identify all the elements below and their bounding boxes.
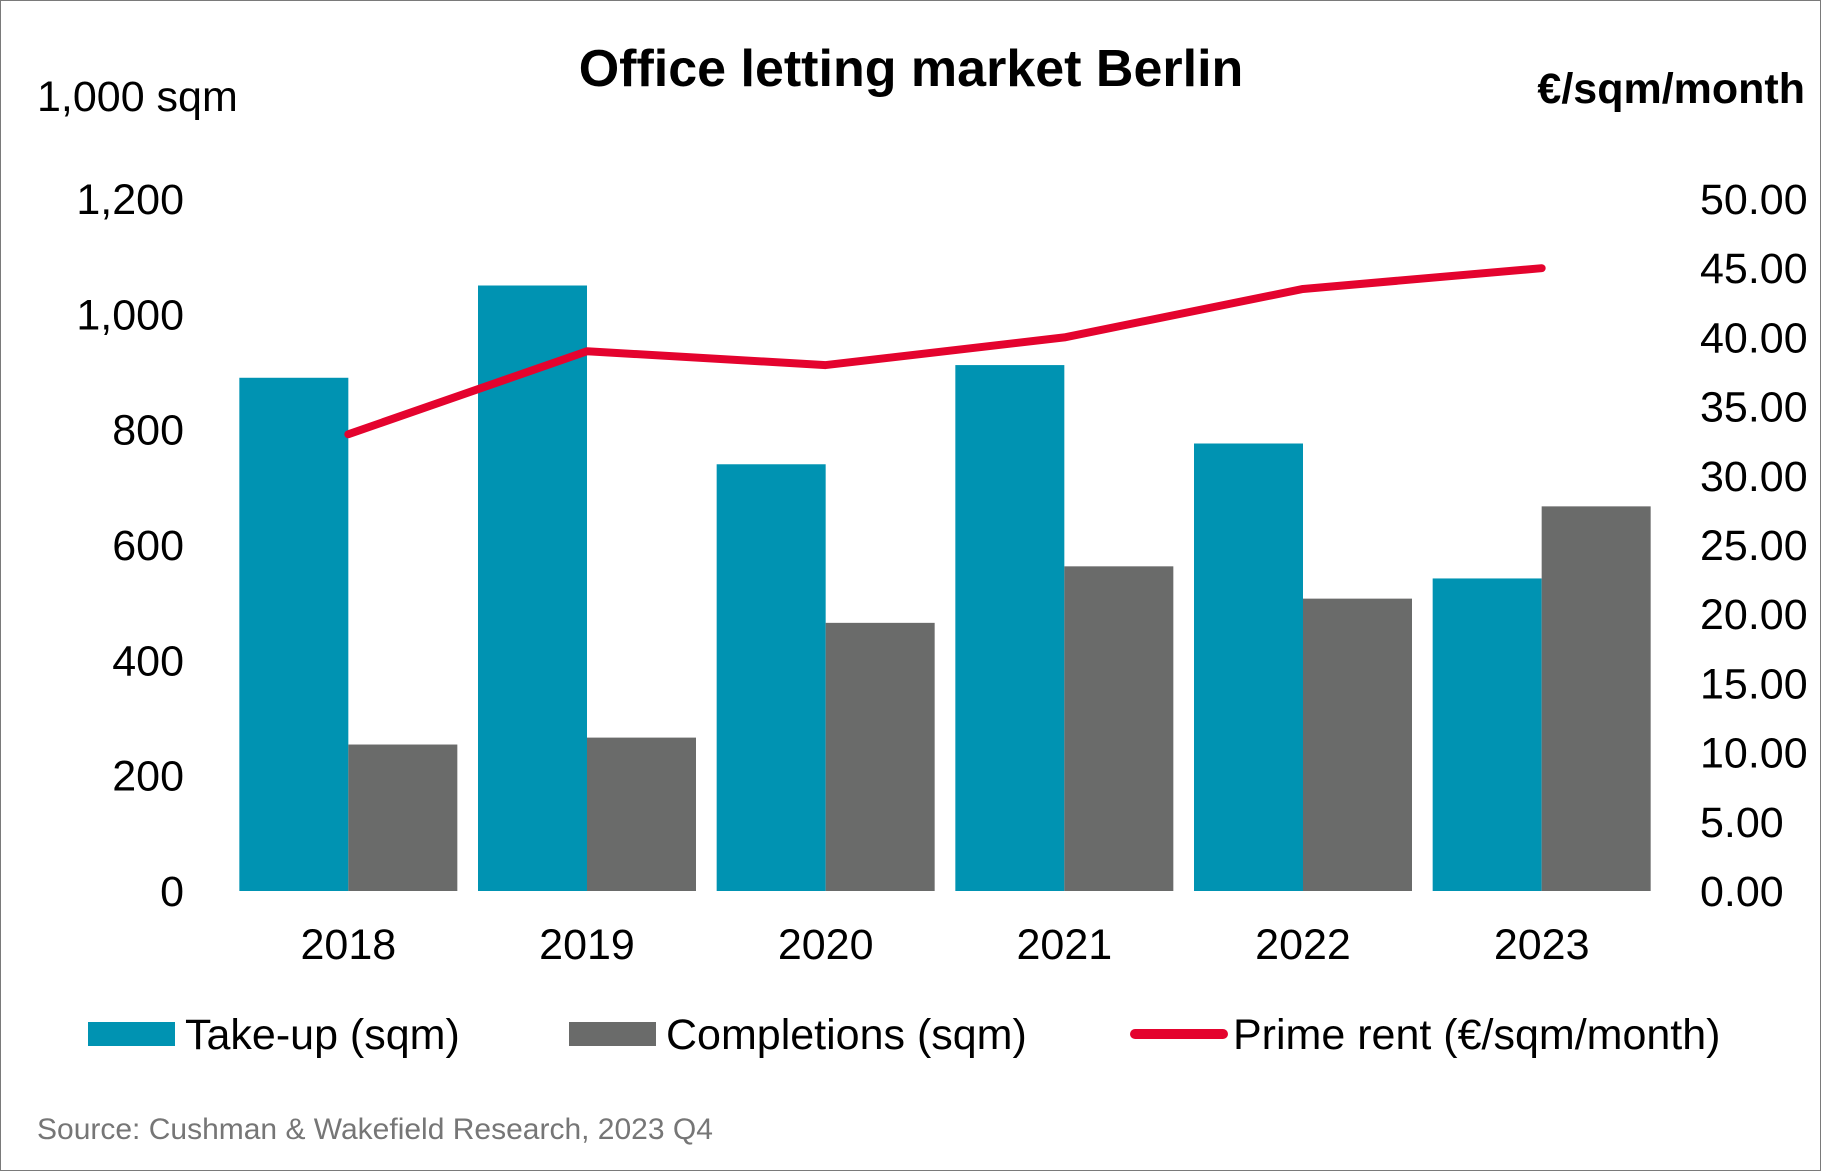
completions-bar-2022 [1303, 598, 1412, 891]
x-axis-ticks: 2018 2019 2020 2021 2022 2023 [300, 921, 1589, 969]
right-axis-label: €/sqm/month [1537, 65, 1805, 113]
right-tick-label: 0.00 [1700, 868, 1784, 916]
x-tick-label: 2023 [1494, 921, 1590, 969]
left-tick-label: 200 [112, 753, 184, 801]
completions-bar-2020 [825, 622, 935, 891]
completions-bar-2019 [587, 737, 696, 891]
x-tick-label: 2022 [1255, 921, 1351, 969]
left-axis-ticks: 0 200 400 600 800 1,000 1,200 [76, 176, 184, 916]
left-axis-label: 1,000 sqm [37, 73, 238, 121]
right-tick-label: 20.00 [1700, 591, 1808, 639]
right-tick-label: 30.00 [1700, 453, 1808, 501]
chart-title: Office letting market Berlin [579, 40, 1244, 98]
legend-swatch-completions [569, 1022, 656, 1046]
take-up-bar-2020 [716, 464, 826, 891]
right-tick-label: 50.00 [1700, 176, 1808, 224]
left-tick-label: 1,200 [76, 176, 184, 224]
completions-bar-2018 [348, 744, 458, 891]
left-tick-label: 1,000 [76, 291, 184, 339]
right-tick-label: 40.00 [1700, 314, 1808, 362]
legend-label-completions: Completions (sqm) [666, 1011, 1027, 1059]
completions-bar-2023 [1541, 506, 1651, 891]
take-up-bar-2019 [478, 285, 587, 891]
prime-rent-line [344, 264, 1546, 439]
left-tick-label: 400 [112, 637, 184, 685]
legend-label-prime-rent: Prime rent (€/sqm/month) [1233, 1011, 1720, 1059]
x-tick-label: 2019 [539, 921, 635, 969]
take-up-bar-2023 [1432, 578, 1542, 891]
source-note: Source: Cushman & Wakefield Research, 20… [37, 1113, 713, 1146]
right-tick-label: 45.00 [1700, 245, 1808, 293]
take-up-bar-2022 [1194, 443, 1303, 891]
left-tick-label: 800 [112, 407, 184, 455]
left-tick-label: 600 [112, 522, 184, 570]
x-tick-label: 2018 [300, 921, 396, 969]
right-tick-label: 10.00 [1700, 730, 1808, 778]
right-tick-label: 5.00 [1700, 799, 1784, 847]
legend-swatch-take-up [88, 1022, 175, 1046]
line-series [344, 264, 1546, 439]
completions-bar-2021 [1064, 566, 1174, 891]
left-tick-label: 0 [160, 868, 184, 916]
take-up-bar-2018 [239, 377, 349, 891]
legend: Take-up (sqm) Completions (sqm) Prime re… [88, 1011, 1720, 1059]
right-axis-ticks: 0.00 5.00 10.00 15.00 20.00 25.00 30.00 35.00 40… [1700, 176, 1808, 916]
bar-series [239, 285, 1651, 892]
legend-label-take-up: Take-up (sqm) [185, 1011, 460, 1059]
take-up-bar-2021 [955, 365, 1065, 892]
x-tick-label: 2020 [778, 921, 874, 969]
right-tick-label: 15.00 [1700, 660, 1808, 708]
x-tick-label: 2021 [1016, 921, 1112, 969]
right-tick-label: 25.00 [1700, 522, 1808, 570]
right-tick-label: 35.00 [1700, 384, 1808, 432]
